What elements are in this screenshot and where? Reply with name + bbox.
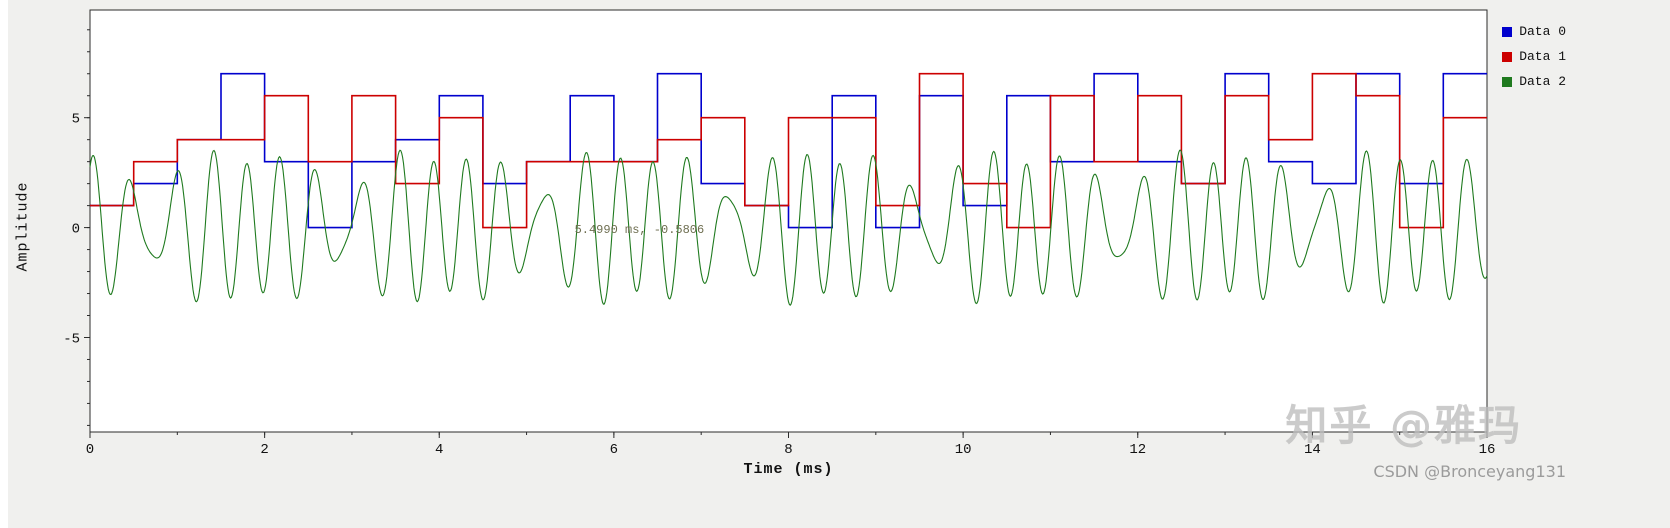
svg-text:0: 0 bbox=[72, 222, 80, 238]
svg-text:12: 12 bbox=[1129, 442, 1146, 458]
svg-text:2: 2 bbox=[260, 442, 268, 458]
zhihu-watermark: 知乎 @雅玛 bbox=[1285, 401, 1522, 450]
legend-item-data1[interactable]: Data 1 bbox=[1502, 49, 1566, 64]
svg-text:-5: -5 bbox=[63, 331, 80, 347]
legend-label-data2: Data 2 bbox=[1519, 74, 1566, 89]
svg-text:8: 8 bbox=[784, 442, 792, 458]
legend-item-data0[interactable]: Data 0 bbox=[1502, 24, 1566, 39]
svg-text:14: 14 bbox=[1304, 442, 1321, 458]
svg-text:0: 0 bbox=[86, 442, 94, 458]
legend-swatch-data1 bbox=[1502, 51, 1513, 62]
legend-swatch-data0 bbox=[1502, 26, 1513, 37]
legend-swatch-data2 bbox=[1502, 76, 1513, 87]
svg-text:5: 5 bbox=[72, 112, 80, 128]
legend-label-data1: Data 1 bbox=[1519, 49, 1566, 64]
y-axis-label: Amplitude bbox=[14, 181, 32, 272]
svg-text:10: 10 bbox=[955, 442, 972, 458]
legend-label-data0: Data 0 bbox=[1519, 24, 1566, 39]
svg-text:16: 16 bbox=[1479, 442, 1496, 458]
svg-text:4: 4 bbox=[435, 442, 443, 458]
svg-text:6: 6 bbox=[610, 442, 618, 458]
legend: Data 0 Data 1 Data 2 bbox=[1502, 24, 1566, 99]
csdn-watermark: CSDN @Bronceyang131 bbox=[1373, 462, 1566, 481]
cursor-readout: 5.4990 ms, -0.5806 bbox=[574, 222, 705, 237]
window-edge bbox=[0, 0, 8, 528]
x-axis-label: Time (ms) bbox=[743, 461, 834, 478]
legend-item-data2[interactable]: Data 2 bbox=[1502, 74, 1566, 89]
